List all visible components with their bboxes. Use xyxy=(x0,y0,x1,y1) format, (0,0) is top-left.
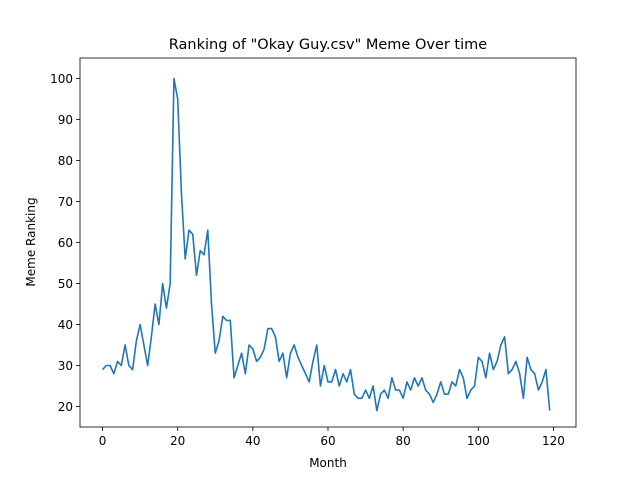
y-tick-label: 70 xyxy=(58,195,73,209)
y-tick-label: 50 xyxy=(58,277,73,291)
x-tick-label: 60 xyxy=(320,434,335,448)
y-tick-label: 60 xyxy=(58,236,73,250)
x-tick-label: 0 xyxy=(99,434,107,448)
series-line xyxy=(101,77,551,412)
x-axis-title: Month xyxy=(309,456,347,470)
x-axis: 0 20 40 60 80 100 120 xyxy=(99,427,565,448)
y-axis: 20 30 40 50 60 70 80 90 100 xyxy=(50,72,80,414)
y-tick-label: 40 xyxy=(58,318,73,332)
x-tick-label: 120 xyxy=(542,434,565,448)
y-tick-label: 30 xyxy=(58,359,73,373)
x-tick-label: 20 xyxy=(170,434,185,448)
y-axis-title: Meme Ranking xyxy=(24,197,38,286)
x-tick-label: 40 xyxy=(245,434,260,448)
y-tick-label: 20 xyxy=(58,400,73,414)
y-tick-label: 100 xyxy=(50,72,73,86)
chart-title: Ranking of "Okay Guy.csv" Meme Over time xyxy=(169,37,487,53)
y-tick-label: 90 xyxy=(58,113,73,127)
y-tick-label: 80 xyxy=(58,154,73,168)
plot-area xyxy=(101,77,551,412)
x-tick-label: 80 xyxy=(396,434,411,448)
x-tick-label: 100 xyxy=(467,434,490,448)
